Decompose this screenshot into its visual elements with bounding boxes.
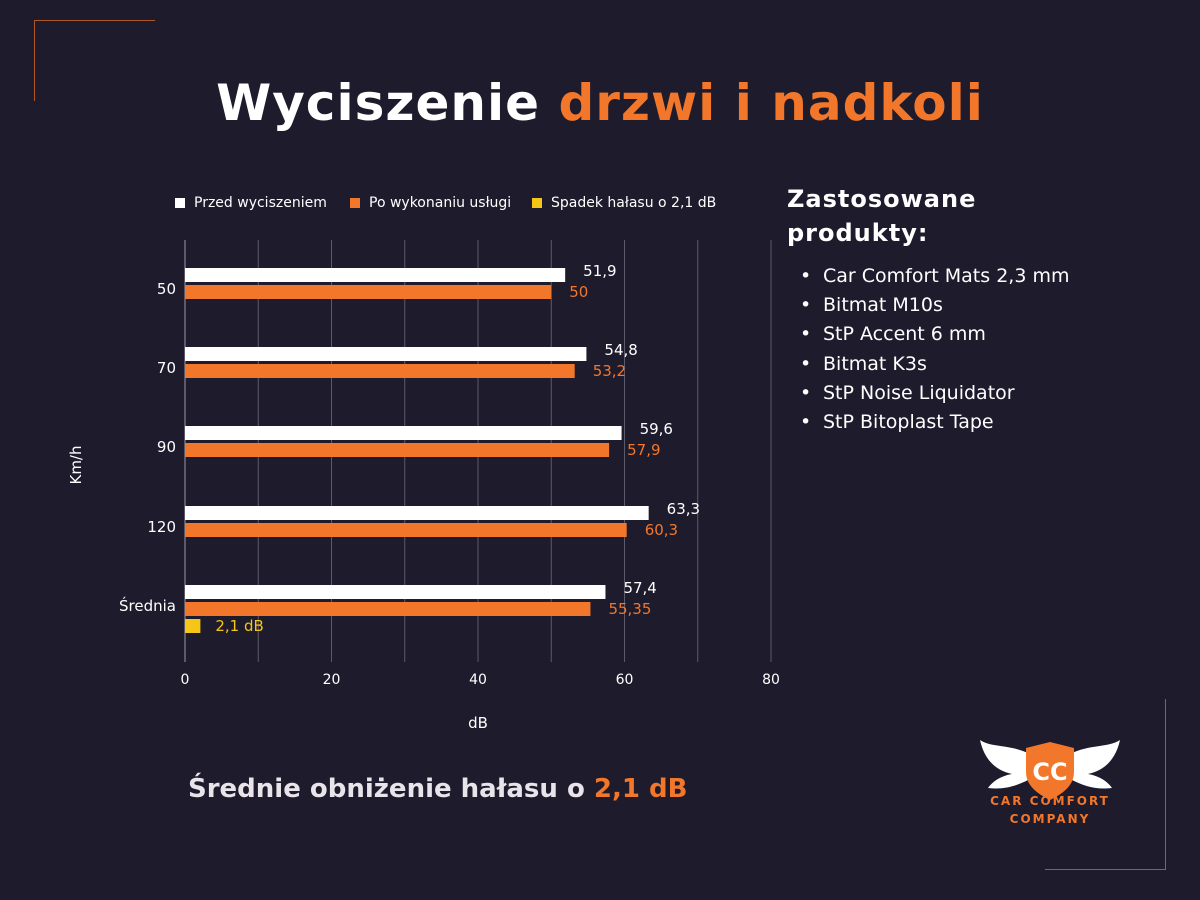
x-tick-label: 80 — [762, 672, 780, 688]
summary-text: Średnie obniżenie hałasu o 2,1 dB — [188, 774, 687, 804]
data-label: 57,9 — [627, 441, 660, 459]
x-tick-label: 40 — [469, 672, 487, 688]
shield-icon — [1026, 742, 1074, 800]
data-label: 54,8 — [604, 341, 637, 359]
products-list: Car Comfort Mats 2,3 mmBitmat M10sStP Ac… — [800, 262, 1069, 437]
bar — [185, 506, 649, 520]
product-item: StP Noise Liquidator — [800, 379, 1069, 408]
bar — [185, 443, 610, 457]
legend-swatch — [175, 198, 185, 208]
title-part-orange: drzwi i nadkoli — [558, 74, 984, 132]
data-label: 60,3 — [645, 521, 678, 539]
left-wing-icon — [980, 740, 1030, 789]
category-label: 120 — [147, 518, 176, 536]
legend-label: Po wykonaniu usługi — [369, 195, 511, 211]
corner-frame-bottom-right — [1045, 699, 1166, 870]
x-tick-label: 20 — [323, 672, 341, 688]
product-item: StP Accent 6 mm — [800, 320, 1069, 349]
bar — [185, 347, 587, 361]
bar-chart: Przed wyciszeniem Po wykonaniu usługi Spad… — [67, 195, 780, 732]
logo-line-2: COMPANY — [1009, 812, 1091, 826]
legend-label: Spadek hałasu o 2,1 dB — [551, 195, 716, 211]
data-label: 51,9 — [583, 262, 616, 280]
category-label: 90 — [157, 438, 176, 456]
car-comfort-logo-icon: CC — [980, 740, 1120, 800]
y-axis-title: Km/h — [67, 445, 85, 484]
bar — [185, 602, 591, 616]
data-label: 63,3 — [667, 500, 700, 518]
x-tick-label: 0 — [181, 672, 190, 688]
bar — [185, 523, 627, 537]
legend-label: Przed wyciszeniem — [194, 195, 327, 211]
logo-monogram: CC — [1032, 758, 1067, 786]
category-label: 70 — [157, 359, 176, 377]
products-heading: Zastosowane produkty: — [787, 185, 977, 247]
product-item: Bitmat K3s — [800, 350, 1069, 379]
bar — [185, 285, 552, 299]
x-tick-label: 60 — [616, 672, 634, 688]
right-wing-icon — [1070, 740, 1120, 789]
data-label: 53,2 — [593, 362, 626, 380]
data-label: 50 — [569, 283, 588, 301]
page-title: Wyciszenie drzwi i nadkoli — [0, 74, 1200, 132]
legend-swatch — [350, 198, 360, 208]
bar — [185, 426, 622, 440]
bar — [185, 268, 566, 282]
bar — [185, 585, 606, 599]
title-part-white: Wyciszenie — [216, 74, 541, 132]
product-item: Car Comfort Mats 2,3 mm — [800, 262, 1069, 291]
summary-label: Średnie obniżenie hałasu o — [188, 774, 594, 804]
category-label: Średnia — [119, 596, 176, 615]
corner-frame-top-left — [34, 20, 155, 101]
data-label: 55,35 — [608, 600, 651, 618]
product-item: Bitmat M10s — [800, 291, 1069, 320]
legend-swatch — [532, 198, 542, 208]
logo-line-1: CAR COMFORT — [990, 794, 1110, 808]
data-label: 2,1 dB — [215, 617, 263, 635]
category-label: 50 — [157, 280, 176, 298]
x-axis-title: dB — [468, 714, 488, 732]
summary-value: 2,1 dB — [593, 774, 688, 804]
product-item: StP Bitoplast Tape — [800, 408, 1069, 437]
bar — [185, 364, 575, 378]
data-label: 57,4 — [623, 579, 656, 597]
bar — [185, 619, 201, 633]
data-label: 59,6 — [640, 420, 673, 438]
